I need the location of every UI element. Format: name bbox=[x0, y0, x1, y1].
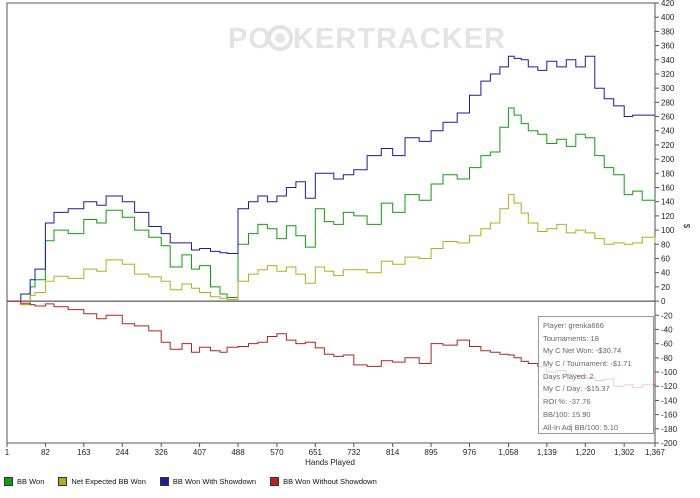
y-tick-label: -40 bbox=[661, 325, 673, 334]
x-tick-label: 895 bbox=[424, 448, 438, 457]
x-tick-label: 488 bbox=[231, 448, 245, 457]
x-tick-label: 326 bbox=[154, 448, 168, 457]
series-line-2 bbox=[7, 194, 656, 306]
x-tick-label: 1,302 bbox=[614, 448, 635, 457]
x-tick-label: 1,139 bbox=[537, 448, 558, 457]
stat-player: Player: grenka666 bbox=[543, 321, 604, 330]
x-tick-label: 1,220 bbox=[575, 448, 596, 457]
y-tick-label: 220 bbox=[661, 141, 675, 150]
x-tick-label: 407 bbox=[193, 448, 207, 457]
y-tick-label: 120 bbox=[661, 212, 675, 221]
y-tick-label: 140 bbox=[661, 198, 675, 207]
x-tick-label: 976 bbox=[463, 448, 477, 457]
legend-item: Net Expected BB Won bbox=[58, 474, 146, 488]
y-tick-label: 80 bbox=[661, 240, 670, 249]
series-lines bbox=[7, 55, 656, 389]
series-line-1 bbox=[7, 107, 656, 306]
watermark-left: PO bbox=[228, 23, 272, 55]
y-tick-label: -180 bbox=[661, 425, 678, 434]
x-tick-label: 163 bbox=[77, 448, 91, 457]
y-tick-label: -60 bbox=[661, 340, 673, 349]
legend-label: Net Expected BB Won bbox=[71, 476, 146, 486]
legend-label: BB Won Without Showdown bbox=[283, 476, 377, 486]
stat-per-day: My C / Day: -$15.37 bbox=[543, 384, 610, 394]
stat-roi: ROI %: -37.76 bbox=[543, 397, 591, 407]
y-tick-label: 180 bbox=[661, 169, 675, 178]
y-tick-label: -140 bbox=[661, 396, 678, 405]
legend: BB Won Net Expected BB Won BB Won With S… bbox=[4, 474, 391, 488]
x-tick-label: 244 bbox=[116, 448, 130, 457]
x-tick-label: 1,058 bbox=[498, 448, 519, 457]
stat-per-tournament: My C / Tournament: -$1.71 bbox=[543, 359, 632, 369]
legend-item: BB Won With Showdown bbox=[159, 474, 257, 488]
y-tick-label: 380 bbox=[661, 27, 675, 36]
y-tick-label: -100 bbox=[661, 368, 678, 377]
y-tick-label: 60 bbox=[661, 254, 670, 263]
legend-label: BB Won With Showdown bbox=[172, 476, 257, 486]
watermark-right: KERTRACKER bbox=[293, 23, 506, 55]
y-tick-label: 300 bbox=[661, 84, 675, 93]
y-tick-label: 20 bbox=[661, 283, 670, 292]
legend-item: BB Won Without Showdown bbox=[270, 474, 377, 488]
x-tick-label: 570 bbox=[270, 448, 284, 457]
y-axis-title: $ bbox=[682, 224, 691, 229]
x-tick-label: 1,367 bbox=[645, 448, 666, 457]
y-tick-label: -200 bbox=[661, 439, 678, 448]
y-tick-label: 340 bbox=[661, 56, 675, 65]
legend-swatch-blue bbox=[159, 476, 169, 486]
y-tick-label: 420 bbox=[661, 0, 675, 8]
y-axis: -200-180-160-140-120-100-80-60-40-200204… bbox=[7, 0, 678, 448]
stats-box: Player: grenka666 Tournaments: 18 My C N… bbox=[538, 316, 654, 434]
legend-item: BB Won bbox=[4, 474, 44, 488]
y-tick-label: 320 bbox=[661, 70, 675, 79]
y-tick-label: 260 bbox=[661, 113, 675, 122]
legend-swatch-red bbox=[270, 476, 280, 486]
legend-swatch-yellow bbox=[58, 476, 68, 486]
y-tick-label: 280 bbox=[661, 98, 675, 107]
y-tick-label: -120 bbox=[661, 382, 678, 391]
legend-swatch-green bbox=[4, 476, 13, 486]
stat-net-won: My C Net Won: -$30.74 bbox=[543, 346, 622, 356]
x-axis: 1 82 163 244 326 407 488 570 651 732 814 895 976 1,05… bbox=[5, 443, 666, 457]
y-tick-label: 0 bbox=[661, 297, 666, 306]
legend-label: BB Won bbox=[17, 476, 45, 486]
y-tick-label: -20 bbox=[661, 311, 673, 320]
y-tick-label: 240 bbox=[661, 127, 675, 136]
x-axis-title: Hands Played bbox=[305, 458, 355, 467]
stat-allin-bb100: All-In Adj BB/100: 5.10 bbox=[543, 422, 619, 432]
y-tick-label: 360 bbox=[661, 42, 675, 51]
y-tick-label: -160 bbox=[661, 411, 678, 420]
x-tick-label: 1 bbox=[5, 448, 10, 457]
x-tick-label: 732 bbox=[347, 448, 361, 457]
y-tick-label: -80 bbox=[661, 354, 673, 363]
y-tick-label: 100 bbox=[661, 226, 675, 235]
stat-tournaments: Tournaments: 18 bbox=[543, 333, 599, 343]
series-line-3 bbox=[7, 55, 655, 302]
x-tick-label: 651 bbox=[309, 448, 323, 457]
x-tick-label: 82 bbox=[41, 448, 50, 457]
poker-chip-logo bbox=[267, 25, 293, 51]
stat-days-played: Days Played: 2 bbox=[543, 371, 594, 381]
y-tick-label: 40 bbox=[661, 269, 670, 278]
x-tick-label: 814 bbox=[386, 448, 400, 457]
y-tick-label: 200 bbox=[661, 155, 675, 164]
y-tick-label: 160 bbox=[661, 184, 675, 193]
y-tick-label: 400 bbox=[661, 13, 675, 22]
stat-bb100: BB/100: 15.90 bbox=[543, 409, 591, 419]
